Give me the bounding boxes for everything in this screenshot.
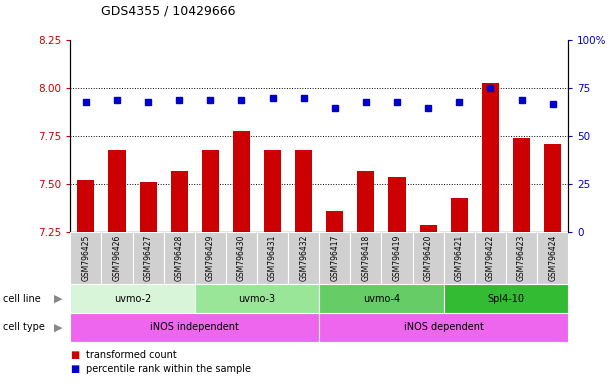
Bar	[389, 177, 406, 232]
Bar	[412, 232, 444, 284]
Bar	[475, 232, 506, 284]
Bar	[195, 232, 226, 284]
Text: GSM796428: GSM796428	[175, 235, 184, 281]
Bar	[202, 150, 219, 232]
Bar	[482, 83, 499, 232]
Bar	[101, 232, 133, 284]
Bar	[288, 232, 320, 284]
Text: GSM796417: GSM796417	[331, 235, 339, 281]
Bar	[77, 180, 94, 232]
Bar	[295, 150, 312, 232]
Bar	[170, 171, 188, 232]
Text: uvmo-2: uvmo-2	[114, 293, 151, 304]
Text: cell type: cell type	[3, 322, 45, 333]
Bar	[326, 211, 343, 232]
Text: GSM796426: GSM796426	[112, 235, 122, 281]
Text: GSM796432: GSM796432	[299, 235, 308, 281]
Text: GSM796422: GSM796422	[486, 235, 495, 281]
Text: ▶: ▶	[54, 322, 62, 333]
Text: GSM796423: GSM796423	[517, 235, 526, 281]
Bar	[381, 232, 412, 284]
Text: GSM796424: GSM796424	[548, 235, 557, 281]
Bar	[164, 232, 195, 284]
Text: GSM796431: GSM796431	[268, 235, 277, 281]
Text: GSM796418: GSM796418	[362, 235, 370, 281]
Text: GSM796427: GSM796427	[144, 235, 153, 281]
Bar	[70, 232, 101, 284]
Text: GSM796421: GSM796421	[455, 235, 464, 281]
Text: ▶: ▶	[54, 293, 62, 304]
Bar	[70, 284, 195, 313]
Bar	[451, 198, 468, 232]
Text: uvmo-4: uvmo-4	[363, 293, 400, 304]
Text: GSM796430: GSM796430	[237, 235, 246, 281]
Text: ■: ■	[70, 350, 79, 360]
Text: cell line: cell line	[3, 293, 41, 304]
Bar	[320, 313, 568, 342]
Text: iNOS independent: iNOS independent	[150, 322, 239, 333]
Bar	[506, 232, 537, 284]
Text: iNOS dependent: iNOS dependent	[404, 322, 484, 333]
Bar	[257, 232, 288, 284]
Bar	[444, 284, 568, 313]
Bar	[357, 171, 375, 232]
Text: GSM796420: GSM796420	[423, 235, 433, 281]
Text: GSM796419: GSM796419	[392, 235, 401, 281]
Text: uvmo-3: uvmo-3	[238, 293, 276, 304]
Text: GSM796425: GSM796425	[81, 235, 90, 281]
Bar	[537, 232, 568, 284]
Text: GDS4355 / 10429666: GDS4355 / 10429666	[101, 4, 235, 17]
Bar	[264, 150, 281, 232]
Bar	[320, 232, 350, 284]
Text: ■: ■	[70, 364, 79, 374]
Text: Spl4-10: Spl4-10	[488, 293, 524, 304]
Text: transformed count: transformed count	[86, 350, 177, 360]
Bar	[195, 284, 320, 313]
Text: percentile rank within the sample: percentile rank within the sample	[86, 364, 251, 374]
Bar	[544, 144, 562, 232]
Bar	[350, 232, 381, 284]
Bar	[513, 138, 530, 232]
Bar	[233, 131, 250, 232]
Bar	[70, 313, 320, 342]
Bar	[444, 232, 475, 284]
Bar	[133, 232, 164, 284]
Bar	[420, 225, 437, 232]
Bar	[320, 284, 444, 313]
Text: GSM796429: GSM796429	[206, 235, 215, 281]
Bar	[139, 182, 156, 232]
Bar	[108, 150, 125, 232]
Bar	[226, 232, 257, 284]
